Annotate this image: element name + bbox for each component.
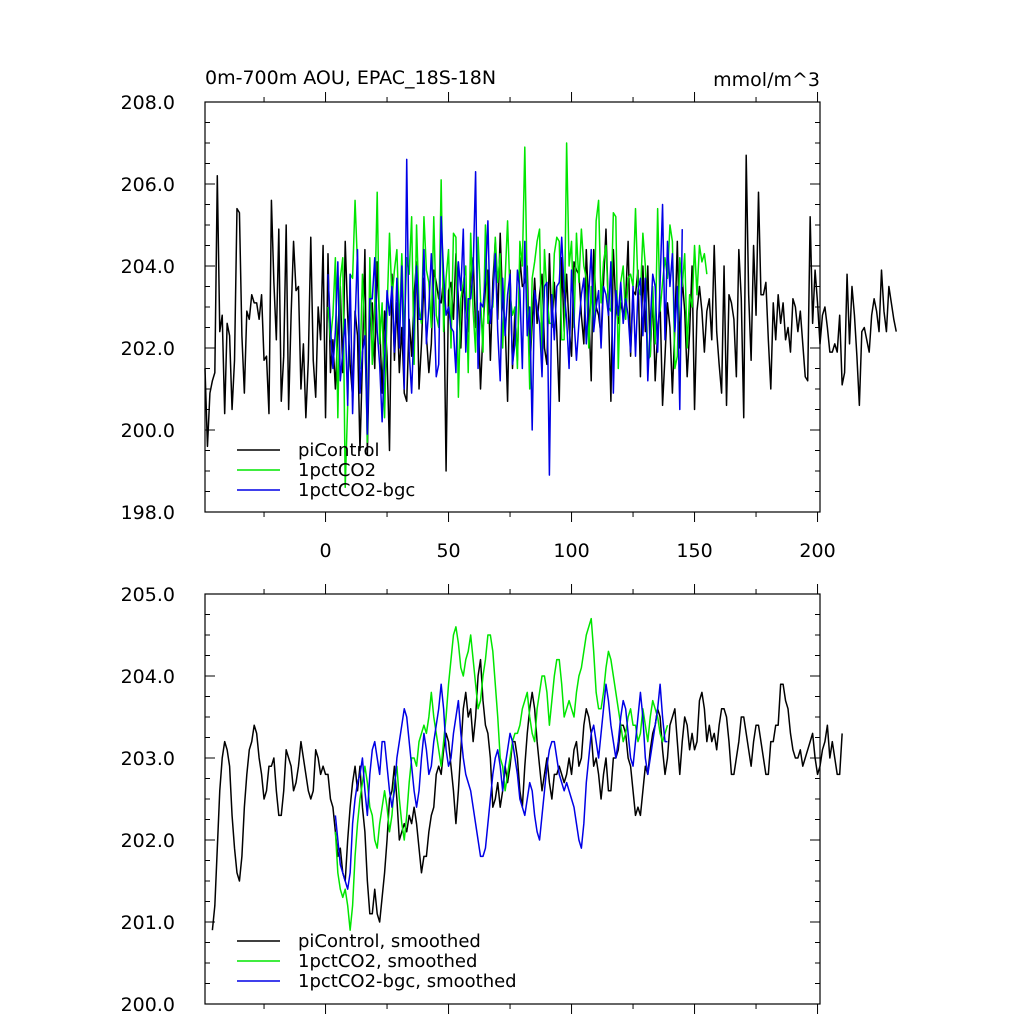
top-x-tick-label: 200 — [799, 540, 835, 562]
top-series-group — [204, 142, 897, 489]
top-x-tick-label: 100 — [553, 540, 589, 562]
bottom-panel: 200.0 201.0 202.0 203.0 204.0 205.0 piControl… — [121, 584, 843, 1016]
bottom-y-tick-label: 201.0 — [121, 912, 175, 934]
top-y-tick-label: 208.0 — [121, 92, 175, 114]
bottom-y-tick-label: 200.0 — [121, 994, 175, 1016]
top-y-tick-label: 198.0 — [121, 502, 175, 524]
bottom-y-tick-label: 205.0 — [121, 584, 175, 606]
bottom-y-tick-label: 204.0 — [121, 666, 175, 688]
top-y-tick-label: 204.0 — [121, 256, 175, 278]
bottom-legend-label: 1pctCO2, smoothed — [298, 951, 477, 972]
bottom-series-line-1 — [334, 617, 669, 931]
top-x-tick-label: 50 — [436, 540, 460, 562]
top-x-tick-label: 0 — [319, 540, 331, 562]
top-legend-label: 1pctCO2-bgc — [298, 480, 415, 501]
bottom-legend-label: piControl, smoothed — [298, 931, 481, 952]
bottom-ticks: 200.0 201.0 202.0 203.0 204.0 205.0 — [121, 584, 820, 1016]
bottom-series-line-0 — [211, 658, 843, 931]
top-series-line-2 — [327, 158, 683, 476]
top-panel-title: 0m-700m AOU, EPAC_18S-18N — [205, 67, 496, 89]
top-y-tick-label: 206.0 — [121, 174, 175, 196]
top-legend-label: 1pctCO2 — [298, 460, 376, 481]
top-ticks: 198.0 200.0 202.0 204.0 206.0 208.0 0 50 100 150 2… — [121, 92, 836, 562]
top-panel: 0m-700m AOU, EPAC_18S-18N mmol/m^3 198.0… — [121, 67, 897, 562]
bottom-series-group — [211, 617, 843, 931]
top-series-line-1 — [327, 142, 708, 489]
top-x-tick-label: 150 — [676, 540, 712, 562]
bottom-legend-label: 1pctCO2-bgc, smoothed — [298, 971, 517, 992]
top-y-tick-label: 202.0 — [121, 338, 175, 360]
top-legend-label: piControl — [298, 440, 380, 461]
top-panel-units: mmol/m^3 — [713, 69, 820, 91]
bottom-y-tick-label: 203.0 — [121, 748, 175, 770]
bottom-y-tick-label: 202.0 — [121, 830, 175, 852]
top-series-line-0 — [204, 154, 897, 472]
bottom-series-line-2 — [334, 683, 668, 890]
top-y-tick-label: 200.0 — [121, 420, 175, 442]
